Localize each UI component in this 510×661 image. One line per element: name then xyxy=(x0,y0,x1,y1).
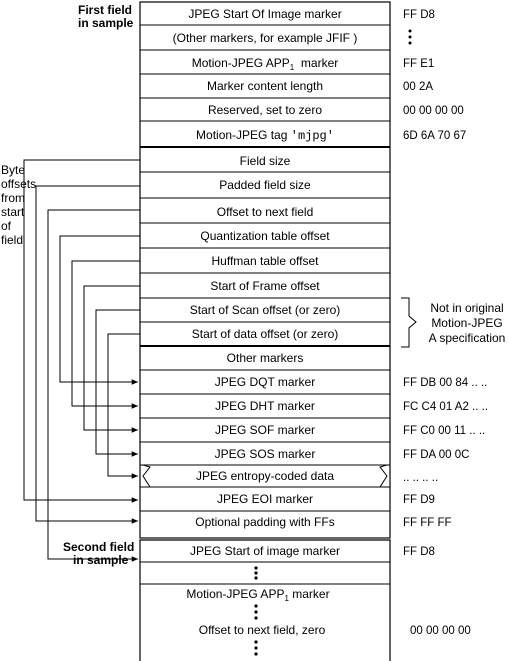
row-sof-label: JPEG SOF marker xyxy=(215,423,315,437)
hex-reserved: 00 00 00 00 xyxy=(403,105,464,117)
row-marker-content-length-label: Marker content length xyxy=(207,79,323,93)
second-row-app1-label: Motion-JPEG APP1 marker xyxy=(186,587,329,603)
first-field-rows: JPEG Start Of Image marker (Other marker… xyxy=(173,7,358,529)
row-huffman-offset-label: Huffman table offset xyxy=(212,254,320,268)
not-in-original-bracket: Not in original Motion-JPEG A specificat… xyxy=(401,297,506,348)
row-other-markers-jfif-label: (Other markers, for example JFIF ) xyxy=(173,31,358,45)
arrow-field-size xyxy=(23,159,140,503)
arrow-padded-field-size xyxy=(35,185,140,524)
hex-sos: FF DA 00 0C xyxy=(403,449,469,461)
byte-offsets-line-1: Byte xyxy=(1,163,25,177)
byte-offsets-line-6: field xyxy=(1,233,23,247)
row-dqt-label: JPEG DQT marker xyxy=(215,375,315,389)
first-field-hex-values: FF D8 FF E1 00 2A 00 00 00 00 6D 6A 70 6… xyxy=(403,9,488,529)
second-ellipsis-dots-icon-3 xyxy=(254,640,258,656)
second-field-label-line1: Second field xyxy=(63,540,134,554)
byte-offsets-line-4: start xyxy=(1,205,25,219)
hex-sof: FF C0 00 11 .. .. xyxy=(403,425,485,437)
row-offset-next-field-label: Offset to next field xyxy=(217,205,314,219)
row-padded-field-size-label: Padded field size xyxy=(219,178,311,192)
hex-entropy: .. .. .. .. xyxy=(403,472,438,484)
not-in-original-line-2: Motion-JPEG xyxy=(431,316,502,330)
hex-padding: FF FF FF xyxy=(403,517,452,529)
arrow-offset-next-field xyxy=(47,209,140,562)
row-app1-label: Motion-JPEG APP1 marker xyxy=(192,56,339,72)
second-hex-offset: 00 00 00 00 xyxy=(410,625,471,637)
row-data-offset-label: Start of data offset (or zero) xyxy=(192,327,339,341)
byte-offsets-line-2: offsets xyxy=(1,177,36,191)
row-sos-offset-label: Start of Scan offset (or zero) xyxy=(190,303,341,317)
byte-offsets-line-3: from xyxy=(1,191,25,205)
row-sos-label: JPEG SOS marker xyxy=(215,447,316,461)
second-field-label-line2: in sample xyxy=(73,553,129,567)
hex-app1: FF E1 xyxy=(403,58,434,70)
row-sof-offset-label: Start of Frame offset xyxy=(210,279,320,293)
row-soi-label: JPEG Start Of Image marker xyxy=(188,7,341,21)
second-ellipsis-dots-icon-2 xyxy=(254,604,258,620)
second-field-structure: JPEG Start of image marker FF D8 Motion-… xyxy=(139,539,471,661)
first-field-label-line2: in sample xyxy=(78,16,134,30)
arrow-huffman-offset xyxy=(71,260,140,409)
ellipsis-dots-icon xyxy=(408,29,412,45)
row-eoi-label: JPEG EOI marker xyxy=(217,492,313,506)
offset-pointer-arrows xyxy=(23,159,140,562)
second-row-soi-label: JPEG Start of image marker xyxy=(190,544,340,558)
hex-length: 00 2A xyxy=(403,81,433,93)
row-reserved-label: Reserved, set to zero xyxy=(208,103,322,117)
hex-dqt: FF DB 00 84 .. .. xyxy=(403,377,487,389)
arrow-data-offset xyxy=(107,333,140,479)
row-entropy-data-label: JPEG entropy-coded data xyxy=(196,469,334,483)
hex-mjpg-tag: 6D 6A 70 67 xyxy=(403,130,466,142)
first-field-label-line1: First field xyxy=(78,3,132,17)
arrow-quantization-offset xyxy=(59,235,140,385)
row-other-markers-label: Other markers xyxy=(227,351,304,365)
second-row-offset-label: Offset to next field, zero xyxy=(199,623,326,637)
row-motion-jpeg-tag-label: Motion-JPEG tag 'mjpg' xyxy=(196,128,334,143)
hex-eoi: FF D9 xyxy=(403,494,435,506)
not-in-original-line-3: A specification xyxy=(429,331,506,345)
hex-dht: FC C4 01 A2 .. .. xyxy=(403,401,488,413)
arrow-sos-offset xyxy=(95,309,140,457)
row-dht-label: JPEG DHT marker xyxy=(215,399,315,413)
first-field-structure xyxy=(139,1,391,539)
second-hex-soi: FF D8 xyxy=(403,546,435,558)
row-quantization-offset-label: Quantization table offset xyxy=(200,229,330,243)
byte-offsets-line-5: of xyxy=(1,219,12,233)
byte-offsets-label: Byte offsets from start of field xyxy=(1,163,36,247)
arrow-sof-offset xyxy=(83,285,140,433)
row-field-size-label: Field size xyxy=(240,154,291,168)
row-padding-label: Optional padding with FFs xyxy=(195,515,334,529)
not-in-original-line-1: Not in original xyxy=(430,301,503,315)
second-ellipsis-dots-icon xyxy=(254,566,258,580)
hex-soi: FF D8 xyxy=(403,9,435,21)
